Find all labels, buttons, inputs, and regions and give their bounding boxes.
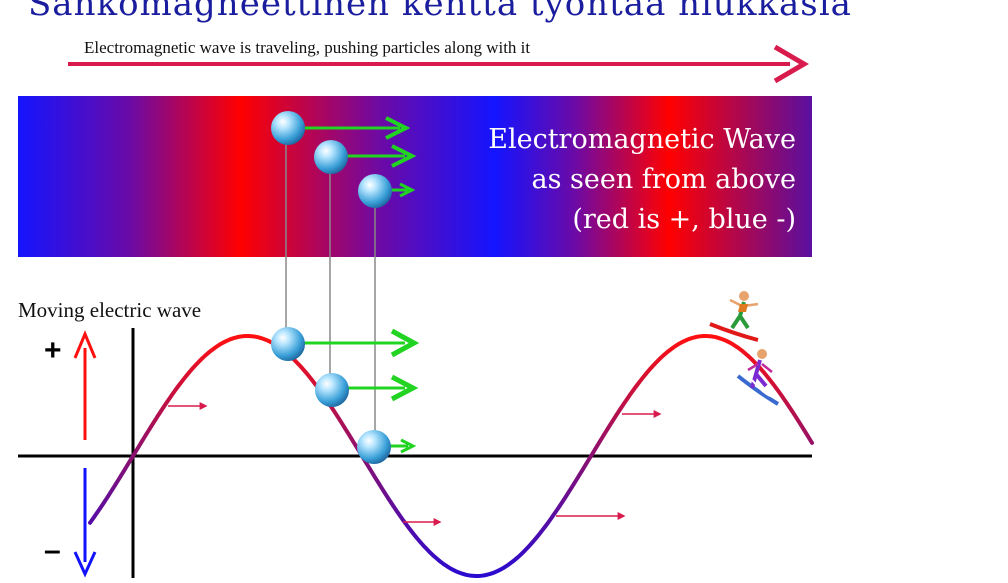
field-band [18, 96, 812, 257]
surfer-icon [709, 291, 759, 342]
band-title: Electromagnetic Wave [488, 124, 796, 155]
minus-sign: – [44, 534, 61, 567]
travel-caption: Electromagnetic wave is traveling, pushi… [84, 38, 531, 57]
snowboarder-icon [736, 349, 780, 406]
electric-wave [88, 334, 814, 578]
wave-particle-1 [271, 327, 420, 361]
band-subtitle: as seen from above [531, 164, 796, 195]
band-particle-2 [314, 140, 417, 174]
band-particle-3 [358, 174, 416, 208]
plus-arrow-head [73, 330, 97, 359]
minus-arrow-head [73, 551, 97, 578]
page-title: Sähkömagneettinen kenttä työntää hiukkas… [28, 0, 852, 24]
band-legend: (red is +, blue -) [572, 204, 796, 235]
band-particle-1 [271, 111, 411, 145]
wave-particle-2 [315, 373, 419, 407]
wave-particle-3 [357, 430, 417, 464]
travel-arrow-head [773, 44, 809, 84]
plus-sign: + [44, 334, 62, 367]
wave-label: Moving electric wave [18, 298, 202, 322]
